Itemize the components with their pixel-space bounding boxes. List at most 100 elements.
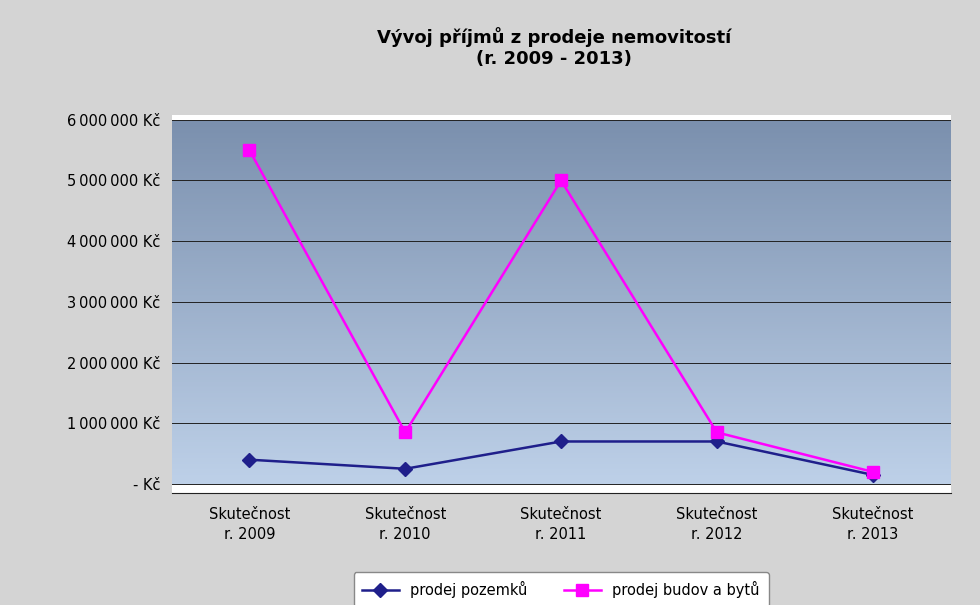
prodej budov a bytů <box>400 429 412 436</box>
Bar <box>172 336 951 338</box>
Bar <box>172 482 951 484</box>
Bar <box>172 192 951 194</box>
Bar <box>172 393 951 394</box>
Bar <box>172 347 951 349</box>
Bar <box>172 433 951 435</box>
Bar <box>172 156 951 158</box>
Bar <box>172 266 951 267</box>
Bar <box>172 329 951 331</box>
Bar <box>172 209 951 211</box>
Bar <box>172 437 951 439</box>
Bar <box>172 338 951 340</box>
Bar <box>172 233 951 235</box>
Bar <box>172 349 951 351</box>
Bar <box>172 426 951 428</box>
prodej pozemků <box>556 438 567 445</box>
Bar <box>172 415 951 417</box>
Bar <box>172 240 951 242</box>
Bar <box>172 316 951 318</box>
Bar <box>172 401 951 402</box>
Bar <box>172 249 951 251</box>
prodej pozemků <box>243 456 255 463</box>
Bar <box>172 315 951 316</box>
Bar <box>172 313 951 315</box>
Bar <box>172 324 951 325</box>
Bar <box>172 293 951 295</box>
Bar <box>172 358 951 360</box>
Bar <box>172 191 951 192</box>
Bar <box>172 320 951 322</box>
Bar <box>172 134 951 136</box>
Bar <box>172 342 951 344</box>
Bar <box>172 163 951 165</box>
Bar <box>172 451 951 453</box>
Bar <box>172 417 951 419</box>
Bar <box>172 269 951 271</box>
Bar <box>172 246 951 247</box>
Bar <box>172 253 951 255</box>
Bar <box>172 152 951 154</box>
Bar <box>172 242 951 244</box>
Bar <box>172 302 951 304</box>
Bar <box>172 182 951 183</box>
Bar <box>172 309 951 311</box>
Bar <box>172 287 951 289</box>
Bar <box>172 419 951 420</box>
Bar <box>172 215 951 217</box>
Bar <box>172 125 951 127</box>
Bar <box>172 229 951 231</box>
Bar <box>172 276 951 278</box>
Bar <box>172 410 951 411</box>
Bar <box>172 201 951 203</box>
Bar <box>172 131 951 132</box>
Bar <box>172 171 951 172</box>
Bar <box>172 430 951 431</box>
Bar <box>172 466 951 468</box>
Bar <box>172 406 951 408</box>
Bar <box>172 162 951 163</box>
Bar <box>172 459 951 460</box>
Bar <box>172 264 951 266</box>
Bar <box>172 450 951 451</box>
Bar <box>172 183 951 185</box>
Bar <box>172 142 951 143</box>
Bar <box>172 136 951 138</box>
Bar <box>172 435 951 437</box>
Bar <box>172 355 951 356</box>
Bar <box>172 442 951 444</box>
Bar <box>172 327 951 329</box>
Bar <box>172 448 951 450</box>
Bar <box>172 480 951 482</box>
Bar <box>172 402 951 404</box>
Bar <box>172 280 951 282</box>
Bar <box>172 325 951 327</box>
Bar <box>172 158 951 160</box>
Bar <box>172 237 951 238</box>
Bar <box>172 189 951 191</box>
Bar <box>172 122 951 123</box>
Bar <box>172 367 951 369</box>
Bar <box>172 473 951 475</box>
Bar <box>172 378 951 380</box>
Line: prodej budov a bytů: prodej budov a bytů <box>244 145 878 477</box>
Bar <box>172 398 951 401</box>
Bar <box>172 255 951 257</box>
Bar <box>172 198 951 200</box>
Bar <box>172 222 951 224</box>
Bar <box>172 404 951 406</box>
Bar <box>172 143 951 145</box>
Bar <box>172 194 951 196</box>
Bar <box>172 172 951 174</box>
Bar <box>172 351 951 353</box>
Bar <box>172 203 951 205</box>
Bar <box>172 295 951 296</box>
Bar <box>172 235 951 237</box>
Bar <box>172 340 951 342</box>
Bar <box>172 211 951 213</box>
Bar <box>172 362 951 364</box>
Bar <box>172 373 951 374</box>
Bar <box>172 147 951 149</box>
Bar <box>172 391 951 393</box>
Bar <box>172 207 951 209</box>
Bar <box>172 275 951 276</box>
